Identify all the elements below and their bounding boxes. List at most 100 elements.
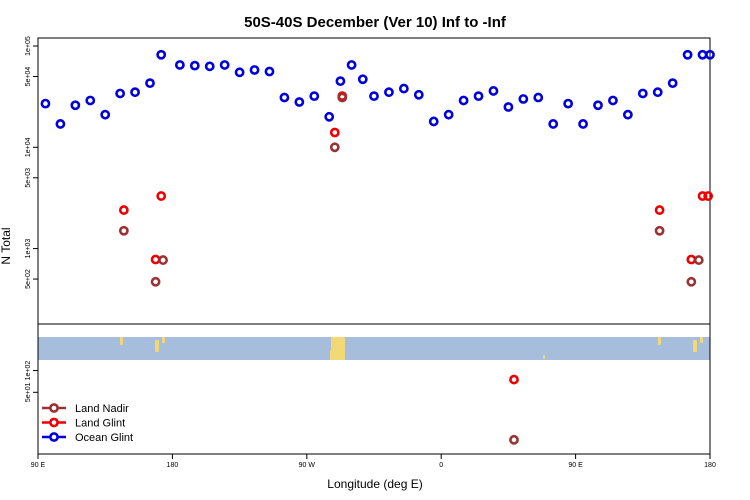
legend-marker — [49, 403, 59, 413]
ocean-glint-point — [174, 60, 185, 70]
ocean-glint-point — [100, 109, 111, 120]
ocean-glint-point — [324, 111, 335, 122]
map-land — [543, 355, 545, 359]
land-glint-point — [697, 191, 708, 201]
ocean-glint-point — [637, 88, 648, 99]
x-tick-label: 90 E — [31, 462, 46, 469]
ocean-glint-point — [115, 88, 126, 99]
x-tick-label: 90 E — [568, 462, 583, 469]
land-glint-point — [118, 205, 129, 215]
land-nadir-point — [654, 225, 665, 236]
land-glint-point — [686, 254, 697, 265]
ocean-glint-point — [473, 91, 484, 102]
ocean-glint-point — [145, 78, 155, 89]
legend-marker — [49, 432, 59, 442]
x-tick-label: 0 — [439, 462, 443, 469]
ocean-glint-point — [85, 95, 96, 106]
legend-label: Land Glint — [75, 418, 125, 430]
x-tick-label: 180 — [704, 462, 716, 469]
y-tick-label: 1e+04 — [25, 137, 32, 157]
x-tick-label: 180 — [167, 462, 179, 469]
ocean-glint-point — [503, 102, 514, 112]
ocean-glint-point — [156, 49, 167, 60]
legend-label: Land Nadir — [75, 403, 129, 415]
ocean-glint-point — [488, 86, 499, 96]
ocean-glint-point — [682, 49, 693, 60]
ocean-glint-point — [593, 100, 603, 111]
legend-label: Ocean Glint — [75, 432, 133, 444]
y-tick-label: 1e+05 — [25, 36, 32, 56]
ocean-glint-point — [189, 60, 200, 71]
x-axis: 90 E 180 90 W 0 90 E 180 — [31, 454, 716, 469]
data-points — [40, 49, 715, 445]
map-land — [700, 337, 703, 343]
land-nadir-point — [158, 255, 168, 265]
ocean-glint-point — [548, 119, 559, 129]
land-nadir-point — [686, 276, 697, 287]
ocean-glint-point — [309, 91, 320, 102]
y-axis-label: N Total — [0, 227, 13, 264]
ocean-glint-point — [204, 61, 215, 72]
x-tick-label: 90 W — [299, 462, 316, 469]
map-ocean — [38, 337, 710, 360]
y-tick-label: 1e+03 — [25, 239, 32, 259]
ocean-glint-point — [622, 109, 633, 120]
ocean-glint-point — [563, 98, 574, 109]
legend-marker — [49, 417, 59, 428]
ocean-glint-point — [652, 87, 663, 98]
ocean-glint-point — [234, 67, 245, 78]
y-tick-label: 5e+02 — [25, 269, 32, 289]
ocean-glint-point — [70, 100, 81, 111]
land-nadir-point — [509, 434, 519, 445]
ocean-glint-point — [130, 87, 140, 98]
top-plot-frame — [37, 37, 711, 325]
ocean-glint-point — [667, 78, 678, 89]
land-nadir-point — [693, 255, 704, 265]
y-tick-label: 5e+01 — [25, 382, 32, 402]
land-nadir-point — [337, 92, 348, 103]
ocean-glint-point — [518, 94, 529, 104]
ocean-glint-point — [697, 49, 708, 60]
land-nadir-point — [118, 225, 129, 236]
map-land — [693, 340, 697, 352]
ocean-glint-point — [346, 60, 357, 70]
map-land — [330, 350, 336, 360]
map-land — [155, 340, 159, 352]
ocean-glint-point — [608, 95, 618, 106]
x-axis-label: Longitude (deg E) — [327, 477, 422, 491]
ocean-glint-point — [443, 109, 454, 120]
land-glint-point — [150, 254, 161, 265]
ocean-glint-point — [219, 60, 230, 70]
land-nadir-point — [150, 276, 161, 287]
ocean-glint-point — [458, 95, 469, 106]
ocean-glint-point — [279, 92, 290, 103]
land-glint-point — [329, 127, 340, 138]
map-land — [162, 337, 165, 343]
ocean-glint-point — [40, 98, 51, 109]
bottom-plot-frame — [37, 323, 711, 455]
ocean-glint-point — [335, 76, 346, 87]
ocean-glint-point — [294, 97, 305, 107]
legend: Land Nadir Land Glint Ocean Glint — [42, 403, 133, 444]
ocean-glint-point — [533, 92, 544, 103]
ocean-glint-point — [357, 74, 368, 85]
ocean-glint-point — [369, 91, 379, 102]
land-glint-point — [509, 374, 519, 385]
y-tick-label: 5e+04 — [25, 67, 32, 87]
ocean-glint-point — [705, 49, 715, 60]
ocean-glint-point — [413, 89, 424, 100]
land-glint-point — [654, 205, 665, 215]
ocean-glint-point — [428, 116, 439, 127]
map-land — [658, 337, 661, 345]
ocean-glint-point — [578, 119, 588, 129]
map-strip — [38, 337, 710, 360]
chart-title: 50S-40S December (Ver 10) Inf to -Inf — [244, 14, 507, 31]
land-glint-point — [703, 191, 714, 201]
ocean-glint-point — [398, 83, 409, 94]
land-glint-point — [156, 191, 167, 201]
ocean-glint-point — [384, 87, 394, 98]
ocean-glint-point — [264, 66, 275, 77]
y-tick-label: 5e+03 — [25, 168, 32, 188]
